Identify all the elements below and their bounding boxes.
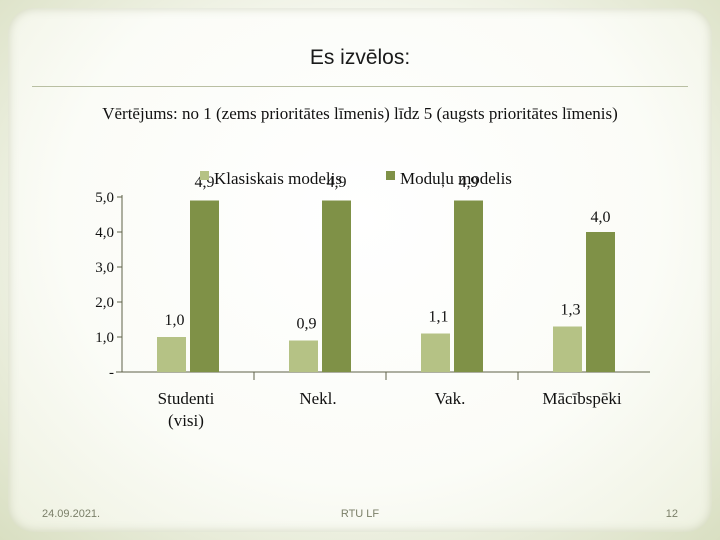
footer-center: RTU LF bbox=[340, 508, 380, 520]
y-tick-label: 1,0 bbox=[95, 330, 114, 346]
y-tick-label: 5,0 bbox=[95, 190, 114, 206]
legend-label: Klasiskais modelis bbox=[214, 169, 342, 188]
slide-title: Es izvēlos: bbox=[309, 46, 411, 69]
chart-title: Vērtējums: no 1 (zems prioritātes līmeni… bbox=[102, 104, 618, 123]
y-tick-label: - bbox=[109, 365, 114, 381]
x-tick-label: Mācībspēki bbox=[542, 389, 622, 408]
bar-klasiskais bbox=[289, 340, 318, 372]
bar-modulu bbox=[454, 200, 483, 372]
title-divider bbox=[32, 86, 688, 87]
data-label: 4,9 bbox=[327, 174, 347, 191]
bar-klasiskais bbox=[553, 326, 582, 372]
bar-modulu bbox=[586, 232, 615, 372]
bar-klasiskais bbox=[421, 333, 450, 372]
bar-klasiskais bbox=[157, 337, 186, 372]
data-label: 4,9 bbox=[195, 174, 215, 191]
x-tick-label: Studenti bbox=[158, 389, 215, 408]
x-tick-label: Nekl. bbox=[299, 389, 336, 408]
y-tick-label: 4,0 bbox=[95, 225, 114, 241]
data-label: 1,0 bbox=[165, 312, 185, 329]
data-label: 1,3 bbox=[561, 302, 581, 319]
legend-swatch bbox=[200, 171, 209, 180]
data-label: 4,9 bbox=[459, 174, 479, 191]
bar-modulu bbox=[190, 200, 219, 372]
y-tick-label: 3,0 bbox=[95, 260, 114, 276]
x-tick-label: Vak. bbox=[435, 389, 466, 408]
data-label: 4,0 bbox=[591, 209, 611, 226]
data-label: 0,9 bbox=[297, 316, 317, 333]
bar-modulu bbox=[322, 200, 351, 372]
x-tick-label: (visi) bbox=[168, 411, 204, 430]
y-tick-label: 2,0 bbox=[95, 295, 114, 311]
legend-swatch bbox=[386, 171, 395, 180]
page-number: 12 bbox=[665, 508, 678, 520]
data-label: 1,1 bbox=[429, 309, 449, 326]
footer-date: 24.09.2021. bbox=[42, 508, 101, 520]
legend-label: Moduļu modelis bbox=[400, 169, 512, 188]
